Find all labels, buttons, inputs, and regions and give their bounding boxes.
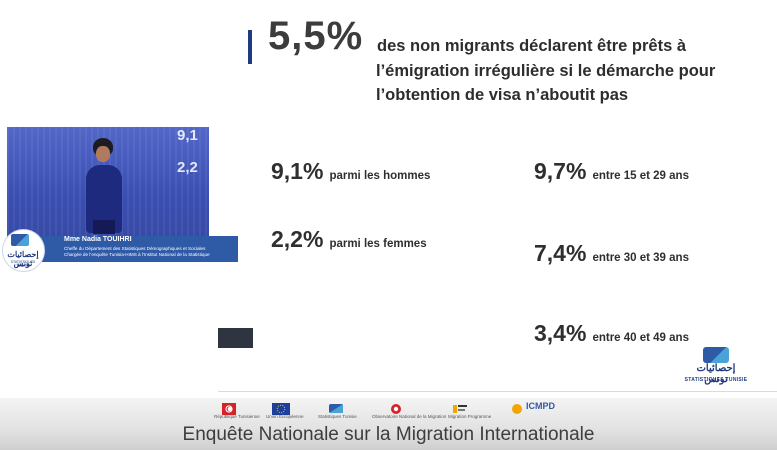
onm-logo-icon [391, 404, 401, 414]
speaker-legs [93, 220, 115, 234]
stat-age-30-39-label: entre 30 et 39 ans [592, 252, 689, 264]
headline-accent-bar [248, 30, 252, 64]
headline-line-3: l’obtention de visa n’aboutit pas [376, 86, 629, 104]
ins-logo-icon [703, 347, 729, 363]
screen-digit-2: 2,2 [177, 159, 198, 176]
headline-line-1: des non migrants déclarent être prêts à [377, 37, 687, 55]
ins-logo-french: STATISTIQUES TUNISIE [684, 377, 748, 383]
partner-eu-label: Union Européenne [266, 414, 304, 419]
eu-flag-icon [272, 403, 290, 415]
ins-badge-icon [11, 234, 29, 246]
partner-onm-label: Observatoire National de la Migration [372, 414, 447, 419]
ins-badge-arabic: إحصائيات تونس [7, 250, 39, 268]
stat-men-label: parmi les hommes [329, 170, 431, 182]
migration-programme-icon [453, 405, 467, 413]
icmpd-logo-icon [512, 404, 522, 414]
speaker-lower-third [12, 236, 238, 262]
stat-women: 2,2% parmi les femmes [271, 226, 427, 253]
screen-digit-1: 9,1 [177, 127, 198, 144]
dark-placeholder-block [218, 328, 253, 348]
stat-men: 9,1% parmi les hommes [271, 158, 430, 185]
stat-age-15-29-percent: 9,7% [534, 158, 587, 184]
headline-line-2: l’émigration irrégulière si le démarche … [376, 62, 716, 80]
partner-migration-label: Migration Programme [448, 414, 492, 419]
tunisia-flag-icon [222, 403, 236, 415]
stat-age-30-39-percent: 7,4% [534, 240, 587, 266]
bottom-band [0, 398, 777, 450]
stat-age-40-49-label: entre 40 et 49 ans [592, 332, 689, 344]
stat-women-label: parmi les femmes [329, 238, 427, 250]
stat-age-30-39: 7,4% entre 30 et 39 ans [534, 240, 689, 267]
stat-men-percent: 9,1% [271, 158, 324, 184]
speaker-role-line-2: Chargée de l’enquête Tunisia-HIMS à l’In… [64, 252, 210, 257]
speaker-role-line-1: Cheffe du Département des Statistiques D… [64, 246, 206, 251]
stat-women-percent: 2,2% [271, 226, 324, 252]
speaker-face [96, 146, 110, 162]
stat-age-15-29-label: entre 15 et 29 ans [592, 170, 689, 182]
headline-percent: 5,5% [268, 14, 364, 58]
speaker-role: Cheffe du Département des Statistiques D… [64, 246, 210, 258]
speaker-name: Mme Nadia TOUIHRI [64, 236, 132, 243]
stat-age-40-49-percent: 3,4% [534, 320, 587, 346]
slide-divider [218, 391, 777, 392]
ins-badge [2, 229, 45, 272]
ins-badge-french: STATISTIQUES TUNISIE [10, 260, 36, 268]
partner-ins-label: Statistiques Tunisie [318, 414, 357, 419]
partner-icmpd-label: ICMPD [526, 401, 555, 411]
event-subtitle: Enquête Nationale sur la Migration Inter… [182, 424, 595, 445]
ins-logo-arabic: إحصائيات تونس [696, 363, 736, 385]
stat-age-15-29: 9,7% entre 15 et 29 ans [534, 158, 689, 185]
partner-tunisia-label: République Tunisienne [214, 414, 260, 419]
stat-age-40-49: 3,4% entre 40 et 49 ans [534, 320, 689, 347]
ins-partner-logo-icon [329, 404, 343, 413]
